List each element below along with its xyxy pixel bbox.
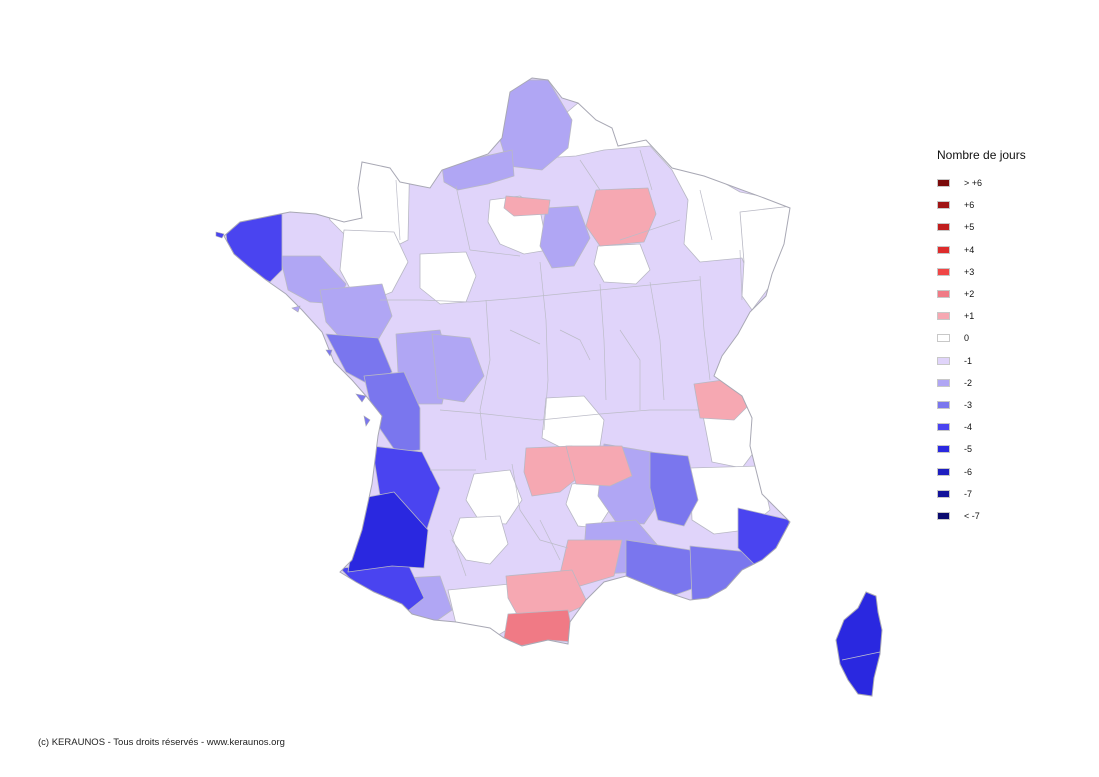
dept-aube [593, 243, 651, 285]
corse-boundary [841, 651, 881, 661]
legend-rows: > +6 +6 +5 +4 +3 +2 +1 0 -1 -2 -3 -4 -5 -6 -7 < -7 [937, 172, 1087, 527]
legend-label: -6 [964, 466, 973, 477]
legend-label: +4 [964, 244, 975, 255]
dept-tarn-et-garonne [451, 515, 509, 565]
legend-item: -3 [937, 394, 1087, 416]
legend-swatch [937, 290, 950, 299]
legend-swatch [937, 445, 950, 454]
island-noirmoutier [325, 349, 333, 357]
legend-label: -1 [964, 355, 973, 366]
legend-item: +3 [937, 261, 1087, 283]
legend-item: -5 [937, 438, 1087, 460]
legend-label: 0 [964, 333, 970, 344]
legend-swatch [937, 334, 950, 343]
legend-label: > +6 [964, 178, 983, 189]
legend-item: +1 [937, 305, 1087, 327]
legend-label: -3 [964, 399, 973, 410]
dept-drome [649, 451, 699, 527]
legend-item: +6 [937, 194, 1087, 216]
copyright-credit: (c) KERAUNOS - Tous droits réservés - ww… [38, 737, 285, 748]
dept-haute-loire [565, 445, 633, 487]
island-re [355, 393, 367, 403]
dept-pyrenees-orientales [503, 609, 575, 646]
legend-label: +6 [964, 200, 975, 211]
dept-lot [465, 469, 523, 525]
legend-item: +4 [937, 239, 1087, 261]
legend-label: +3 [964, 266, 975, 277]
legend-label: +2 [964, 289, 975, 300]
island-oleron [363, 415, 371, 427]
legend-title: Nombre de jours [937, 148, 1026, 162]
department-boundaries [380, 149, 743, 577]
legend-item: < -7 [937, 505, 1087, 527]
legend-item: -7 [937, 483, 1087, 505]
dept-vaucluse [625, 539, 701, 597]
legend-swatch [937, 267, 950, 276]
dept-alsace [739, 205, 790, 311]
legend-swatch [937, 223, 950, 232]
dept-val-d-oise [503, 195, 551, 217]
dept-seine-maritime [441, 149, 515, 191]
legend-label: < -7 [964, 510, 980, 521]
island-belle-ile [291, 305, 301, 313]
legend-swatch [937, 423, 950, 432]
dept-vienne [431, 333, 485, 403]
legend-swatch [937, 356, 950, 365]
legend-swatch [937, 201, 950, 210]
dept-corse [835, 591, 883, 697]
legend-item: -2 [937, 372, 1087, 394]
legend-item: -6 [937, 460, 1087, 482]
dept-marne [585, 187, 657, 247]
legend-label: -7 [964, 488, 973, 499]
legend-swatch [937, 489, 950, 498]
legend-swatch [937, 245, 950, 254]
legend-swatch [937, 378, 950, 387]
legend-item: -1 [937, 350, 1087, 372]
legend-item: 0 [937, 327, 1087, 349]
legend-item: > +6 [937, 172, 1087, 194]
legend-swatch [937, 511, 950, 520]
legend-swatch [937, 467, 950, 476]
legend-label: +1 [964, 311, 975, 322]
legend-item: +5 [937, 216, 1087, 238]
dept-finistere [224, 213, 283, 283]
legend-swatch [937, 400, 950, 409]
legend-item: +2 [937, 283, 1087, 305]
dept-essonne [539, 205, 591, 269]
legend-label: +5 [964, 222, 975, 233]
dept-herault [559, 539, 623, 587]
legend: Nombre de jours > +6 +6 +5 +4 +3 +2 +1 0 -1 -2 -3 -… [937, 148, 1087, 527]
legend-swatch [937, 179, 950, 188]
legend-item: -4 [937, 416, 1087, 438]
island-ouessant [215, 231, 225, 239]
legend-label: -5 [964, 444, 973, 455]
legend-swatch [937, 312, 950, 321]
legend-label: -2 [964, 377, 973, 388]
legend-label: -4 [964, 422, 973, 433]
